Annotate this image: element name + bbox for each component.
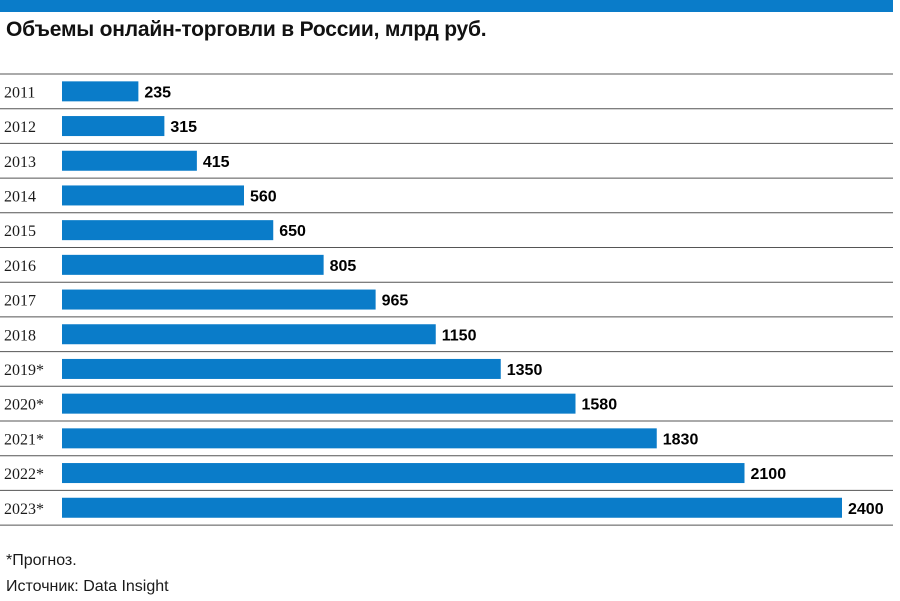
bar [62, 220, 274, 241]
footnote-forecast: *Прогноз. [6, 552, 77, 569]
bar [62, 116, 165, 137]
bar [62, 81, 139, 102]
category-label: 2023* [4, 501, 44, 518]
value-label: 2100 [751, 466, 787, 483]
bar [62, 358, 501, 379]
value-label: 965 [382, 293, 409, 310]
category-label: 2013 [4, 154, 36, 171]
value-label: 1580 [582, 397, 618, 414]
category-label: 2012 [4, 119, 36, 136]
category-label: 2021* [4, 431, 44, 448]
value-label: 1350 [507, 362, 543, 379]
bar [62, 150, 197, 171]
category-label: 2011 [4, 84, 35, 101]
value-label: 1830 [663, 431, 699, 448]
category-label: 2016 [4, 258, 36, 275]
bar-chart: 2011 235 2012 315 2013 415 2014 560 2015 650 2016 8… [0, 73, 893, 526]
value-label: 2400 [848, 501, 884, 518]
category-label: 2015 [4, 223, 36, 240]
value-label: 235 [144, 84, 171, 101]
footnote-source: Источник: Data Insight [6, 578, 169, 595]
bar [62, 254, 324, 275]
value-label: 650 [279, 223, 306, 240]
category-label: 2020* [4, 397, 44, 414]
bar [62, 463, 745, 484]
bar [62, 185, 244, 206]
value-label: 805 [330, 258, 357, 275]
bar [62, 497, 842, 518]
chart-title: Объемы онлайн-торговли в России, млрд ру… [6, 18, 487, 41]
bar [62, 393, 576, 414]
value-label: 415 [203, 154, 230, 171]
bar [62, 324, 436, 345]
category-label: 2022* [4, 466, 44, 483]
value-label: 315 [170, 119, 197, 136]
category-label: 2017 [4, 293, 36, 310]
value-label: 1150 [442, 327, 477, 344]
value-label: 560 [250, 188, 277, 205]
bar [62, 289, 376, 310]
chart-rows: 2011 235 2012 315 2013 415 2014 560 2015 650 2016 8… [0, 73, 893, 526]
category-label: 2019* [4, 362, 44, 379]
category-label: 2014 [4, 188, 36, 205]
category-label: 2018 [4, 327, 36, 344]
bar [62, 428, 657, 449]
top-accent-bar [0, 0, 893, 12]
